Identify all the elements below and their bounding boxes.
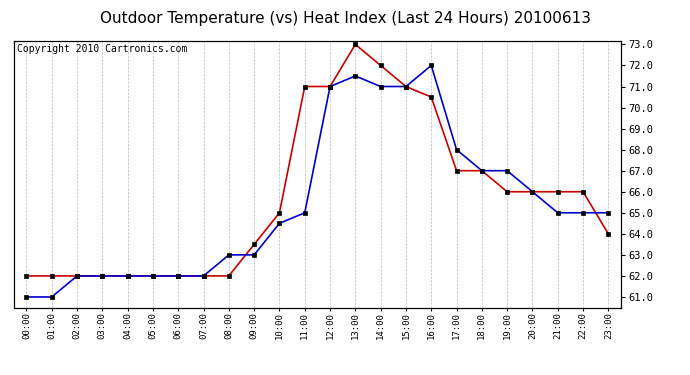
Text: Copyright 2010 Cartronics.com: Copyright 2010 Cartronics.com: [17, 44, 187, 54]
Text: Outdoor Temperature (vs) Heat Index (Last 24 Hours) 20100613: Outdoor Temperature (vs) Heat Index (Las…: [99, 11, 591, 26]
